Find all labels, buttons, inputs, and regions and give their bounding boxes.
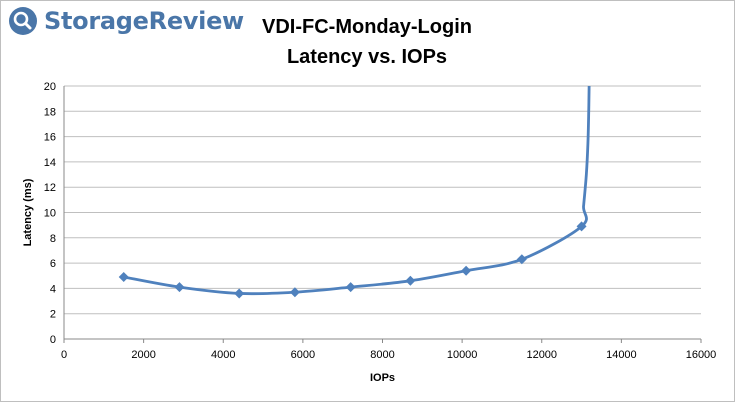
x-tick-label-10000: 10000 — [447, 349, 478, 361]
data-point-2 — [234, 288, 245, 299]
y-tick-label-18: 18 — [44, 106, 56, 118]
y-tick-label-6: 6 — [50, 258, 56, 270]
search-magnifier-icon — [9, 7, 37, 35]
x-tick-label-0: 0 — [61, 349, 67, 361]
y-tick-label-2: 2 — [50, 309, 56, 321]
y-axis-label: Latency (ms) — [22, 178, 34, 246]
brand-logo: StorageReview — [8, 4, 244, 38]
x-tick-label-16000: 16000 — [686, 349, 717, 361]
x-axis-label: IOPs — [370, 372, 395, 384]
data-point-5 — [405, 275, 416, 286]
data-point-7 — [516, 254, 527, 265]
data-point-1 — [174, 282, 185, 293]
y-tick-label-8: 8 — [50, 233, 56, 245]
x-tick-label-2000: 2000 — [131, 349, 155, 361]
brand-name: StorageReview — [44, 7, 244, 35]
chart-subtitle: Latency vs. IOPs — [286, 46, 448, 68]
x-tick-label-14000: 14000 — [606, 349, 637, 361]
y-tick-label-20: 20 — [44, 81, 56, 93]
y-tick-label-14: 14 — [44, 157, 56, 169]
data-point-4 — [345, 282, 356, 293]
x-tick-label-6000: 6000 — [291, 349, 315, 361]
x-tick-label-12000: 12000 — [526, 349, 557, 361]
y-tick-label-16: 16 — [44, 132, 56, 144]
x-tick-label-8000: 8000 — [370, 349, 394, 361]
y-tick-label-4: 4 — [50, 283, 56, 295]
data-point-3 — [289, 287, 300, 298]
data-point-8 — [576, 221, 587, 232]
chart-title: VDI-FC-Monday-Login — [262, 16, 472, 38]
y-tick-label-12: 12 — [44, 182, 56, 194]
y-tick-label-0: 0 — [50, 334, 56, 346]
data-point-6 — [461, 265, 472, 276]
data-point-0 — [118, 272, 129, 283]
x-tick-label-4000: 4000 — [211, 349, 235, 361]
series-line — [123, 85, 591, 296]
y-tick-label-10: 10 — [44, 208, 56, 220]
